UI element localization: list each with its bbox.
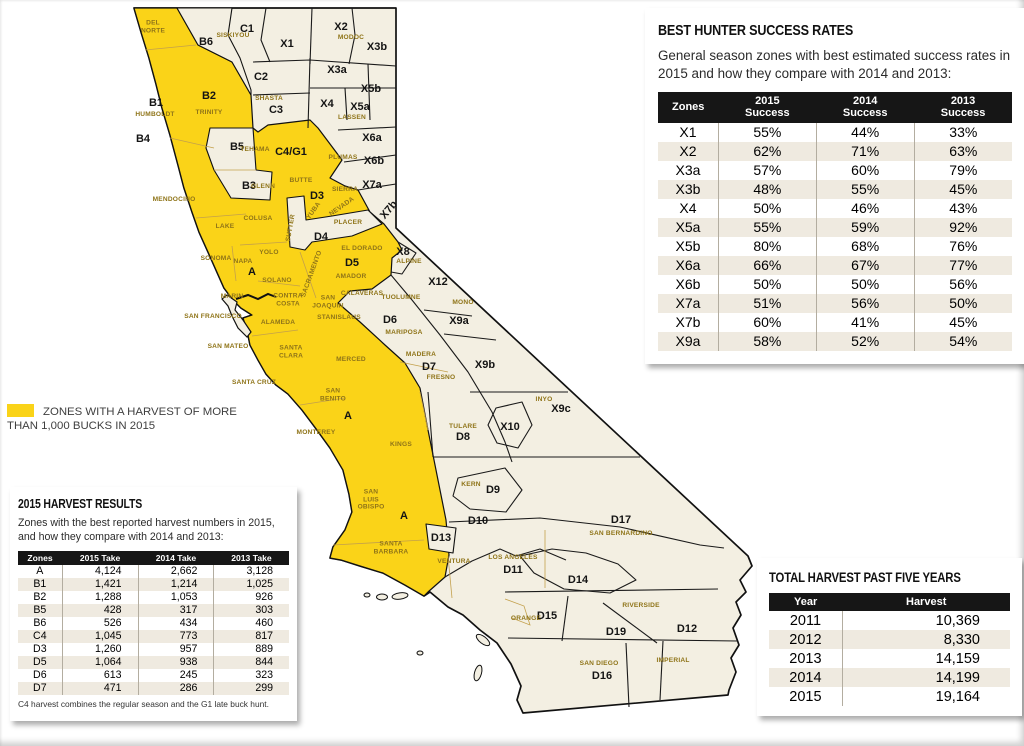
success-panel-intro: General season zones with best estimated…: [658, 48, 1011, 81]
table-row: 2014 14,199: [769, 668, 1010, 687]
table-row: X4 50% 46% 43%: [658, 198, 1012, 218]
harvest-results-table: Zones 2015 Take 2014 Take 2013 Take A 4,124 2,…: [18, 550, 289, 695]
table-row: X7b 60% 41% 45%: [658, 312, 1012, 332]
table-row: 2012 8,330: [769, 630, 1010, 649]
column-header: 2013 Take: [213, 550, 289, 565]
non-highlight-patches: [176, 7, 457, 554]
column-header: 2015 Take: [62, 550, 139, 565]
table-row: X3b 48% 55% 45%: [658, 179, 1012, 199]
table-row: X9a 58% 52% 54%: [658, 331, 1012, 351]
harvest-footnote: C4 harvest combines the regular season a…: [18, 698, 269, 709]
table-row: B2 1,288 1,053 926: [18, 590, 289, 604]
column-header: 2013 Success: [914, 91, 1012, 123]
column-header: 2015 Success: [718, 91, 817, 123]
table-row: B1 1,421 1,214 1,025: [18, 577, 289, 591]
table-row: 2013 14,159: [769, 649, 1010, 668]
sf-bay: [221, 294, 252, 338]
table-row: D3 1,260 957 889: [18, 642, 289, 656]
table-row: X5b 80% 68% 76%: [658, 236, 1012, 256]
column-header: Year: [769, 593, 843, 611]
table-row: X6b 50% 50% 56%: [658, 274, 1012, 294]
table-row: A 4,124 2,662 3,128: [18, 564, 289, 578]
table-row: B6 526 434 460: [18, 616, 289, 630]
table-row: X3a 57% 60% 79%: [658, 160, 1012, 180]
table-row: D6 613 245 323: [18, 668, 289, 682]
harvest-results-panel: 2015 HARVEST RESULTS Zones with the best…: [10, 487, 297, 721]
success-panel-title: BEST HUNTER SUCCESS RATES: [658, 22, 854, 39]
legend-label: ZONES WITH A HARVEST OF MORE THAN 1,000 …: [7, 406, 237, 433]
total-harvest-panel: TOTAL HARVEST PAST FIVE YEARS Year Harves…: [757, 558, 1022, 716]
zone-boundaries: [252, 7, 738, 708]
table-row: D7 471 286 299: [18, 681, 289, 695]
harvest-panel-title: 2015 HARVEST RESULTS: [18, 497, 143, 511]
map-legend: ZONES WITH A HARVEST OF MORE THAN 1,000 …: [7, 404, 239, 434]
success-rates-table: Zones 2015 Success 2014 Success 2013 Succes…: [658, 91, 1012, 351]
column-header: 2014 Success: [816, 91, 915, 123]
column-header: Zones: [18, 550, 63, 565]
table-row: X6a 66% 67% 77%: [658, 255, 1012, 275]
table-row: 2011 10,369: [769, 611, 1010, 630]
map-svg: [133, 7, 753, 714]
county-boundaries: [144, 44, 546, 626]
column-header: Zones: [658, 91, 719, 123]
success-rates-panel: BEST HUNTER SUCCESS RATES General season…: [645, 8, 1024, 364]
legend-yellow-swatch: [7, 404, 34, 417]
table-row: C4 1,045 773 817: [18, 629, 289, 643]
total-panel-title: TOTAL HARVEST PAST FIVE YEARS: [769, 570, 961, 585]
delta-waterways: [235, 292, 277, 301]
table-row: X7a 51% 56% 50%: [658, 293, 1012, 313]
table-row: D5 1,064 938 844: [18, 655, 289, 669]
table-row: X1 55% 44% 33%: [658, 122, 1012, 142]
column-header: 2014 Take: [138, 550, 214, 565]
channel-islands: [363, 592, 491, 682]
table-row: X5a 55% 59% 92%: [658, 217, 1012, 237]
harvest-panel-intro: Zones with the best reported harvest num…: [18, 517, 275, 543]
table-row: X2 62% 71% 63%: [658, 141, 1012, 161]
column-header: Harvest: [842, 593, 1010, 611]
table-row: 2015 19,164: [769, 687, 1010, 706]
table-row: B5 428 317 303: [18, 603, 289, 617]
total-harvest-table: Year Harvest 2011 10,369 2012 8,330 2013 14,159…: [769, 593, 1010, 706]
